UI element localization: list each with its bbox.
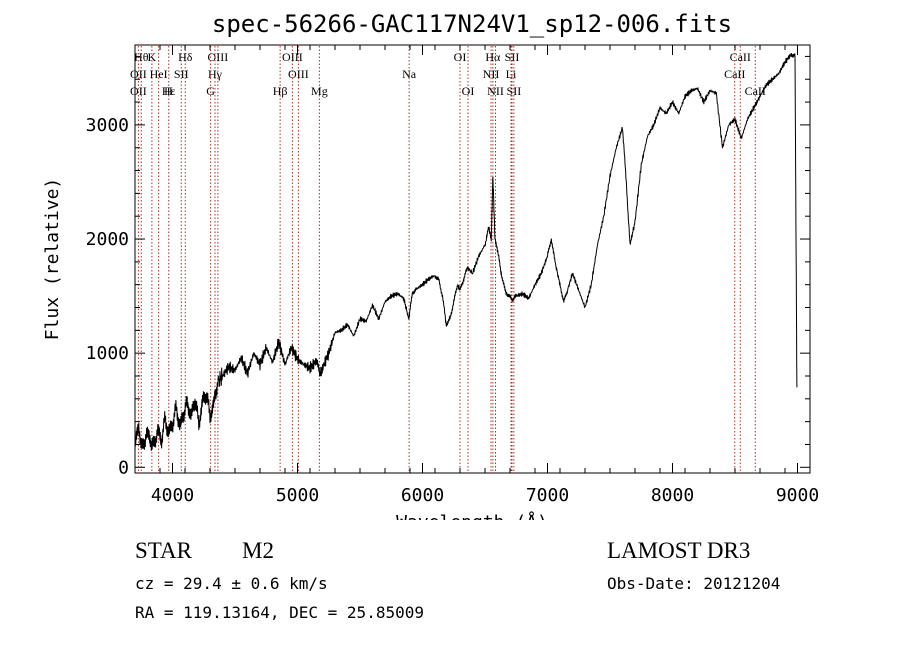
line-marker-label-20: H: [164, 84, 173, 98]
x-tick-label-3: 7000: [526, 485, 569, 506]
object-class: STAR: [135, 538, 192, 563]
line-marker-label-22: Hβ: [273, 84, 288, 98]
x-axis-label: Wavelength (Å): [396, 511, 548, 520]
y-axis-label: Flux (relative): [42, 178, 63, 341]
y-tick-label-1: 1000: [86, 343, 129, 364]
line-marker-label-9: OII: [130, 67, 147, 81]
line-marker-label-1: K: [148, 50, 157, 64]
line-marker-label-6: Hα: [485, 50, 501, 64]
y-tick-label-3: 3000: [86, 115, 129, 136]
spectrum-layer: [134, 52, 798, 452]
line-marker-label-26: SII: [507, 84, 522, 98]
line-marker-layer: Hθ K Hδ OIII OIII OI Hα SII CaII OII HeI SII Hγ OIII N…: [130, 46, 766, 473]
spectrum-line: [134, 52, 798, 452]
x-tick-label-2: 6000: [401, 485, 444, 506]
line-marker-label-10: HeI: [150, 67, 168, 81]
line-marker-label-18: OII: [130, 84, 147, 98]
x-tick-label-0: 4000: [151, 485, 194, 506]
plot-frame: [134, 44, 811, 474]
x-axis: 4000 5000 6000 7000 8000 9000: [134, 45, 819, 506]
line-marker-label-8: CaII: [730, 50, 751, 64]
line-marker-label-5: OI: [454, 50, 467, 64]
line-marker-label-11: SII: [174, 67, 189, 81]
x-tick-label-1: 5000: [276, 485, 319, 506]
line-marker-label-17: CaII: [724, 67, 745, 81]
line-marker-label-4: OIII: [282, 50, 303, 64]
line-marker-label-25: NII: [487, 84, 504, 98]
x-tick-label-5: 9000: [776, 485, 819, 506]
spectrum-chart: spec-56266-GAC117N24V1_sp12-006.fits Hθ K…: [42, 10, 819, 520]
survey-name: LAMOST DR3: [607, 538, 751, 563]
y-axis: 0 1000 2000 3000: [86, 55, 810, 478]
chart-title: spec-56266-GAC117N24V1_sp12-006.fits: [212, 10, 732, 38]
x-tick-label-4: 8000: [651, 485, 694, 506]
line-marker-label-19: Hε: [162, 84, 176, 98]
line-marker-label-21: G: [206, 84, 215, 98]
line-marker-label-16: Li: [506, 67, 517, 81]
line-marker-label-15: NII: [483, 67, 500, 81]
line-marker-label-2: Hδ: [178, 50, 193, 64]
redshift-value: cz = 29.4 ± 0.6 km/s: [135, 574, 328, 593]
y-tick-label-0: 0: [118, 457, 129, 478]
line-marker-label-13: OIII: [288, 67, 309, 81]
object-subclass: M2: [242, 538, 274, 563]
coordinates: RA = 119.13164, DEC = 25.85009: [135, 603, 424, 622]
line-marker-label-7: SII: [505, 50, 520, 64]
line-marker-label-24: OI: [462, 84, 475, 98]
line-marker-label-14: Na: [402, 67, 417, 81]
observation-date: Obs-Date: 20121204: [607, 574, 781, 593]
line-marker-label-3: OIII: [208, 50, 229, 64]
line-marker-label-0: Hθ: [134, 50, 149, 64]
y-tick-label-2: 2000: [86, 229, 129, 250]
line-marker-label-12: Hγ: [208, 67, 223, 81]
line-marker-label-23: Mg: [311, 84, 328, 98]
